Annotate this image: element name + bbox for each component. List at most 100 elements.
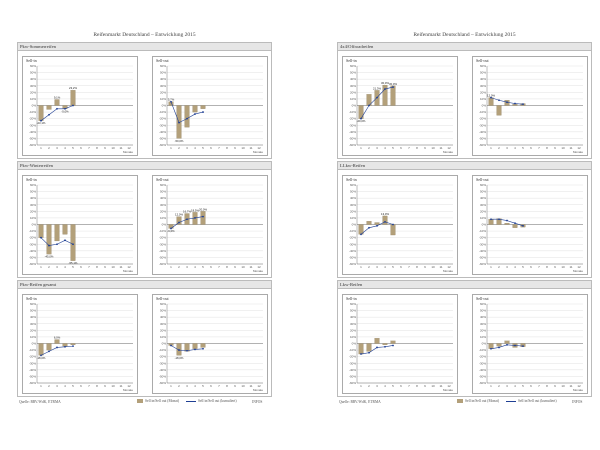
- data-label: 20,0%: [199, 207, 207, 211]
- x-tick-label: 7: [408, 265, 410, 269]
- cumulative-point: [202, 111, 204, 113]
- data-label: -18,0%: [175, 356, 184, 360]
- x-tick-label: 4: [514, 384, 516, 388]
- x-tick-label: 1: [40, 384, 42, 388]
- chart-svg: -60% -50% -40% -30% -20% -10% 0% 10% 20% 30% 40% 50…: [479, 183, 583, 273]
- y-tick-label: -50%: [159, 136, 166, 140]
- x-tick-label: 8: [546, 265, 548, 269]
- bar: [200, 105, 206, 109]
- section-title: LLkw-Reifen: [338, 162, 591, 170]
- chart-panel: Sell-in -60% -50% -40% -30% -20% -10% 0% 10% 20% 3…: [342, 175, 458, 275]
- data-label: -18,0%: [37, 356, 46, 360]
- x-tick-label: 6: [80, 384, 82, 388]
- y-tick-label: -40%: [349, 130, 356, 134]
- x-tick-label: 10: [241, 265, 245, 269]
- y-tick-label: 40%: [160, 77, 166, 81]
- x-tick-label: 3: [56, 146, 58, 150]
- cumulative-point: [194, 348, 196, 351]
- x-tick-label: 12: [577, 265, 581, 269]
- x-tick-label: 12: [127, 384, 131, 388]
- y-tick-label: -20%: [29, 236, 36, 240]
- y-tick-label: -10%: [479, 110, 486, 114]
- bar: [62, 224, 68, 235]
- section: Pkw-Reifen gesamt Sell-in -60% -50% -40% -30…: [17, 280, 272, 397]
- data-label: 30,0%: [381, 81, 389, 85]
- y-tick-label: 40%: [160, 196, 166, 200]
- x-tick-label: 10: [111, 384, 115, 388]
- cumulative-point: [506, 101, 508, 104]
- chart-svg: -60% -50% -40% -30% -20% -10% 0% 10% 20% 30% 40% 50…: [159, 302, 263, 392]
- y-tick-label: 60%: [350, 64, 356, 68]
- x-tick-label: 11: [249, 265, 252, 269]
- data-label: -55,1%: [69, 261, 78, 265]
- cumulative-point: [186, 117, 188, 120]
- y-tick-label: -30%: [29, 242, 36, 246]
- y-tick-label: 40%: [480, 77, 486, 81]
- data-label: 6,0%: [54, 336, 61, 340]
- y-tick-label: 40%: [350, 196, 356, 200]
- x-tick-label: 11: [569, 384, 572, 388]
- x-tick-label: 6: [210, 384, 212, 388]
- x-tick-label: 11: [119, 265, 122, 269]
- y-tick-label: 60%: [30, 302, 36, 306]
- x-tick-label: 1: [40, 146, 42, 150]
- x-tick-label: 10: [431, 384, 435, 388]
- bar: [192, 343, 198, 349]
- bar: [488, 97, 494, 106]
- y-tick-label: 30%: [480, 322, 486, 326]
- chart-panel: Sell-in -60% -50% -40% -30% -20% -10% 0% 10% 20% 3…: [342, 56, 458, 156]
- cumulative-point: [376, 96, 378, 99]
- x-tick-label: 8: [226, 265, 228, 269]
- y-tick-label: 50%: [350, 190, 356, 194]
- x-tick-label: 11: [249, 384, 252, 388]
- bar: [382, 343, 388, 345]
- y-tick-label: 0%: [162, 342, 167, 346]
- y-tick-label: 10%: [350, 97, 356, 101]
- page-right: Reifenmarkt Deutschland – Entwicklung 20…: [337, 32, 592, 410]
- cumulative-point: [514, 222, 516, 225]
- y-tick-label: 30%: [30, 322, 36, 326]
- x-tick-label: 5: [392, 146, 394, 150]
- x-tick-label: 7: [408, 384, 410, 388]
- chart-panel: Sell-in -60% -50% -40% -30% -20% -10% 0% 10% 20% 3…: [22, 175, 138, 275]
- cumulative-point: [506, 219, 508, 222]
- y-tick-label: -40%: [159, 368, 166, 372]
- x-tick-label: 6: [400, 146, 402, 150]
- y-tick-label: -60%: [349, 381, 356, 385]
- x-tick-label: 9: [424, 146, 426, 150]
- bar: [62, 343, 68, 347]
- x-tick-label: 7: [88, 146, 90, 150]
- bar: [38, 105, 44, 121]
- y-tick-label: 0%: [482, 223, 487, 227]
- y-tick-label: 60%: [160, 302, 166, 306]
- x-tick-label: 2: [48, 384, 50, 388]
- data-label: -45,0%: [45, 255, 54, 259]
- chart-title: Sell-in: [26, 177, 37, 182]
- y-tick-label: -20%: [479, 117, 486, 121]
- chart-title: Sell-out: [476, 58, 489, 63]
- y-tick-label: -60%: [349, 143, 356, 147]
- x-tick-label: 12: [127, 265, 131, 269]
- x-axis-label: Monate: [123, 388, 133, 392]
- x-tick-label: 1: [360, 265, 362, 269]
- y-tick-label: 40%: [350, 315, 356, 319]
- cumulative-point: [392, 86, 394, 88]
- legend-bar-swatch: [137, 399, 143, 404]
- y-tick-label: -30%: [159, 361, 166, 365]
- y-tick-label: -50%: [349, 255, 356, 259]
- cumulative-point: [178, 221, 180, 224]
- x-tick-label: 8: [226, 384, 228, 388]
- x-tick-label: 6: [210, 146, 212, 150]
- legend-line-swatch: [185, 400, 196, 402]
- y-tick-label: 60%: [480, 183, 486, 187]
- bar: [54, 339, 60, 344]
- section-title: Pkw-Sommerreifen: [18, 43, 271, 51]
- y-tick-label: 40%: [30, 77, 36, 81]
- x-tick-label: 3: [56, 265, 58, 269]
- y-tick-label: -40%: [159, 249, 166, 253]
- cumulative-point: [376, 224, 378, 227]
- data-label: -20,0%: [357, 119, 366, 123]
- y-tick-label: -40%: [29, 130, 36, 134]
- cumulative-point: [186, 349, 188, 352]
- y-tick-label: -10%: [159, 348, 166, 352]
